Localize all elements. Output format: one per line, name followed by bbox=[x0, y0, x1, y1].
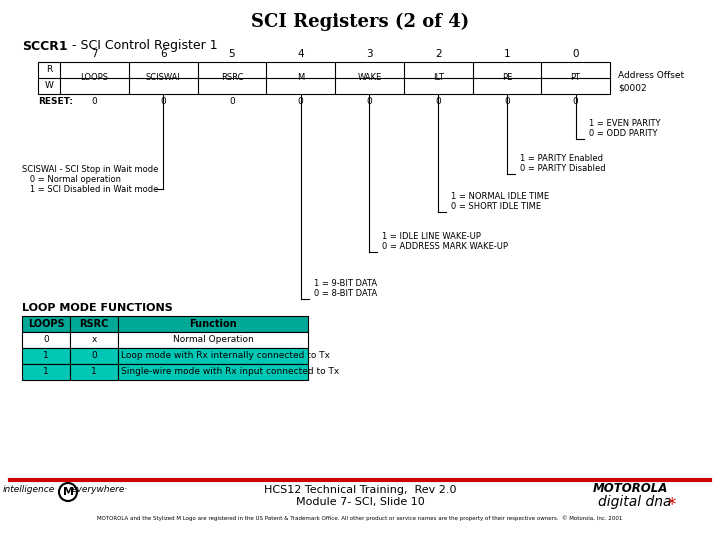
Text: 1 = 9-BIT DATA
0 = 8-BIT DATA: 1 = 9-BIT DATA 0 = 8-BIT DATA bbox=[314, 279, 377, 298]
Text: 0: 0 bbox=[504, 98, 510, 106]
Text: 1 = SCI Disabled in Wait mode: 1 = SCI Disabled in Wait mode bbox=[22, 185, 158, 193]
Text: 5: 5 bbox=[228, 49, 235, 59]
Text: M: M bbox=[297, 73, 305, 83]
Text: 0: 0 bbox=[366, 98, 372, 106]
Text: 1 = EVEN PARITY
0 = ODD PARITY: 1 = EVEN PARITY 0 = ODD PARITY bbox=[589, 119, 660, 138]
Text: LOOP MODE FUNCTIONS: LOOP MODE FUNCTIONS bbox=[22, 303, 173, 313]
Text: 0: 0 bbox=[161, 98, 166, 106]
Text: Single-wire mode with Rx input connected to Tx: Single-wire mode with Rx input connected… bbox=[121, 368, 339, 376]
Text: SCCR1: SCCR1 bbox=[22, 39, 68, 52]
Text: M: M bbox=[63, 487, 73, 497]
Bar bbox=[118, 348, 308, 364]
Text: *: * bbox=[668, 496, 676, 514]
Text: intelligence: intelligence bbox=[3, 485, 55, 495]
Text: digital dna: digital dna bbox=[598, 495, 672, 509]
Text: 6: 6 bbox=[160, 49, 166, 59]
Text: everywhere·: everywhere· bbox=[72, 485, 128, 495]
Bar bbox=[22, 332, 70, 348]
Text: 1 = PARITY Enabled
0 = PARITY Disabled: 1 = PARITY Enabled 0 = PARITY Disabled bbox=[520, 153, 606, 173]
Text: 7: 7 bbox=[91, 49, 98, 59]
Text: Normal Operation: Normal Operation bbox=[173, 335, 253, 345]
Text: 1 = IDLE LINE WAKE-UP
0 = ADDRESS MARK WAKE-UP: 1 = IDLE LINE WAKE-UP 0 = ADDRESS MARK W… bbox=[382, 232, 508, 251]
Bar bbox=[22, 316, 70, 332]
Bar bbox=[70, 348, 118, 364]
Text: 1 = NORMAL IDLE TIME
0 = SHORT IDLE TIME: 1 = NORMAL IDLE TIME 0 = SHORT IDLE TIME bbox=[451, 192, 549, 211]
Text: 0: 0 bbox=[572, 98, 578, 106]
Text: MOTOROLA: MOTOROLA bbox=[593, 482, 667, 495]
Text: LOOPS: LOOPS bbox=[27, 319, 64, 329]
Text: PE: PE bbox=[502, 73, 512, 83]
Text: 1: 1 bbox=[91, 368, 97, 376]
Text: LOOPS: LOOPS bbox=[81, 73, 109, 83]
Text: R: R bbox=[46, 65, 52, 75]
Text: 0: 0 bbox=[91, 98, 97, 106]
Text: WAKE: WAKE bbox=[357, 73, 382, 83]
Text: 0 = Normal operation: 0 = Normal operation bbox=[22, 174, 121, 184]
Text: 2: 2 bbox=[435, 49, 441, 59]
Text: Loop mode with Rx internally connected to Tx: Loop mode with Rx internally connected t… bbox=[121, 352, 330, 361]
Text: x: x bbox=[91, 335, 96, 345]
Text: SCISWAI: SCISWAI bbox=[145, 73, 181, 83]
Text: HCS12 Technical Training,  Rev 2.0: HCS12 Technical Training, Rev 2.0 bbox=[264, 485, 456, 495]
Text: 0: 0 bbox=[572, 49, 579, 59]
Text: 1: 1 bbox=[43, 352, 49, 361]
Bar bbox=[70, 332, 118, 348]
Text: 3: 3 bbox=[366, 49, 373, 59]
Text: ILT: ILT bbox=[433, 73, 444, 83]
Bar bbox=[22, 364, 70, 380]
Text: PT: PT bbox=[570, 73, 581, 83]
Text: 0: 0 bbox=[229, 98, 235, 106]
Text: Module 7- SCI, Slide 10: Module 7- SCI, Slide 10 bbox=[296, 497, 424, 507]
Text: W: W bbox=[45, 82, 53, 91]
Text: 4: 4 bbox=[297, 49, 304, 59]
Text: MOTOROLA and the Stylized M Logo are registered in the US Patent & Trademark Off: MOTOROLA and the Stylized M Logo are reg… bbox=[97, 515, 623, 521]
Text: 0: 0 bbox=[298, 98, 304, 106]
Text: RSRC: RSRC bbox=[220, 73, 243, 83]
Text: SCI Registers (2 of 4): SCI Registers (2 of 4) bbox=[251, 13, 469, 31]
Text: 0: 0 bbox=[436, 98, 441, 106]
Text: 0: 0 bbox=[43, 335, 49, 345]
Bar bbox=[118, 316, 308, 332]
Text: Function: Function bbox=[189, 319, 237, 329]
Text: 0: 0 bbox=[91, 352, 97, 361]
Bar bbox=[70, 364, 118, 380]
Text: SCISWAI - SCI Stop in Wait mode: SCISWAI - SCI Stop in Wait mode bbox=[22, 165, 158, 173]
Bar bbox=[22, 348, 70, 364]
Text: 1: 1 bbox=[503, 49, 510, 59]
Bar bbox=[118, 364, 308, 380]
Text: $0002: $0002 bbox=[618, 84, 647, 92]
Bar bbox=[38, 62, 610, 94]
Text: 1: 1 bbox=[43, 368, 49, 376]
Bar bbox=[118, 332, 308, 348]
Text: RSRC: RSRC bbox=[79, 319, 109, 329]
Text: RESET:: RESET: bbox=[38, 98, 73, 106]
Text: Address Offset: Address Offset bbox=[618, 71, 684, 80]
Bar bbox=[70, 316, 118, 332]
Text: - SCI Control Register 1: - SCI Control Register 1 bbox=[68, 39, 217, 52]
